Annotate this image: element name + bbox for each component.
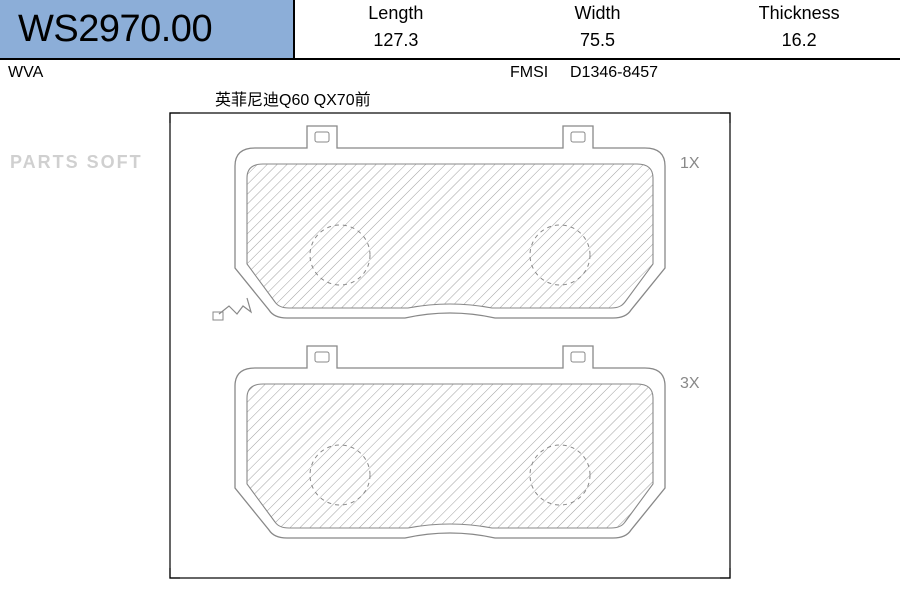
drawing-svg bbox=[160, 103, 740, 583]
pad-label-1x: 1X bbox=[680, 155, 700, 173]
dim-length-value: 127.3 bbox=[373, 30, 418, 51]
fmsi-label: FMSI bbox=[510, 64, 570, 82]
technical-drawing: 1X 3X bbox=[160, 103, 740, 583]
dim-thickness-value: 16.2 bbox=[782, 30, 817, 51]
fmsi-value: D1346-8457 bbox=[570, 64, 658, 82]
header-row: WS2970.00 Length 127.3 Width 75.5 Thickn… bbox=[0, 0, 900, 60]
dim-width: Width 75.5 bbox=[497, 0, 699, 58]
pad-label-3x: 3X bbox=[680, 375, 700, 393]
dim-width-value: 75.5 bbox=[580, 30, 615, 51]
watermark: PARTS SOFT bbox=[10, 152, 143, 173]
dim-thickness: Thickness 16.2 bbox=[698, 0, 900, 58]
dim-length: Length 127.3 bbox=[295, 0, 497, 58]
part-number: WS2970.00 bbox=[18, 8, 212, 51]
dim-thickness-label: Thickness bbox=[759, 3, 840, 24]
info-row: WVA FMSI D1346-8457 bbox=[0, 60, 900, 86]
dim-width-label: Width bbox=[575, 3, 621, 24]
wva-label: WVA bbox=[0, 64, 510, 82]
dim-length-label: Length bbox=[368, 3, 423, 24]
part-number-cell: WS2970.00 bbox=[0, 0, 295, 58]
